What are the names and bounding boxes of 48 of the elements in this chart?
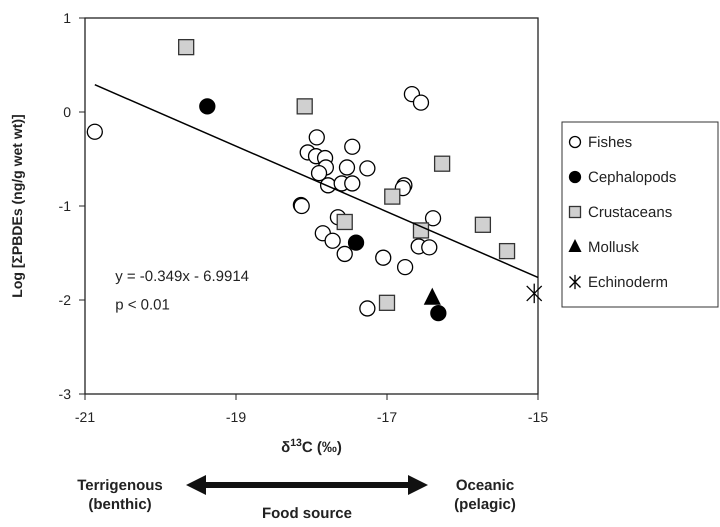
point [178, 38, 194, 56]
legend-label: Mollusk [588, 239, 640, 256]
text: Food source [262, 505, 352, 522]
x-tick-label: -15 [528, 409, 548, 425]
y-tick-label: -3 [58, 386, 72, 402]
point [199, 98, 216, 115]
annotation: y = -0.349x - 6.9914 [115, 268, 250, 286]
point [344, 175, 360, 192]
x-axis-title: δ$^{13}$C (‰) [281, 437, 342, 456]
point [359, 160, 376, 177]
point [308, 129, 325, 146]
y-tick-label: 1 [63, 10, 72, 26]
y-axis-title: Log [ΣPBDEs (ng/g wet wt)] [9, 114, 25, 298]
point [434, 156, 450, 172]
point [310, 164, 328, 182]
point [375, 250, 392, 266]
legend-label: Cephalopods [588, 169, 676, 186]
point [474, 216, 492, 233]
y-tick-label: -2 [58, 292, 72, 308]
x-tick-label: -17 [376, 409, 398, 425]
point [526, 283, 542, 304]
point [430, 305, 446, 322]
point [348, 234, 364, 251]
point [338, 159, 356, 176]
annotation: p < 0.01 [115, 296, 170, 314]
point [359, 300, 376, 317]
legend-label: Fishes [588, 134, 632, 151]
point [296, 98, 313, 115]
point [384, 188, 400, 205]
legend-label: Echinoderm [588, 274, 668, 291]
point [396, 258, 414, 276]
x-tick-label: -21 [74, 409, 96, 425]
point [336, 214, 353, 230]
x-tick-label: -19 [226, 409, 246, 425]
y-tick-label: -1 [58, 198, 72, 214]
point [344, 138, 360, 155]
legend-label: Crustaceans [588, 204, 672, 221]
point [421, 239, 438, 256]
point [86, 124, 103, 140]
text: Oceanic (pelagic) [454, 477, 516, 513]
point [336, 246, 353, 262]
point [424, 210, 442, 226]
point [498, 242, 516, 260]
point [412, 94, 430, 111]
point [378, 294, 396, 311]
text: Terrigenous (benthic) [77, 477, 163, 513]
point [324, 232, 341, 249]
y-tick-label: 0 [63, 104, 72, 120]
